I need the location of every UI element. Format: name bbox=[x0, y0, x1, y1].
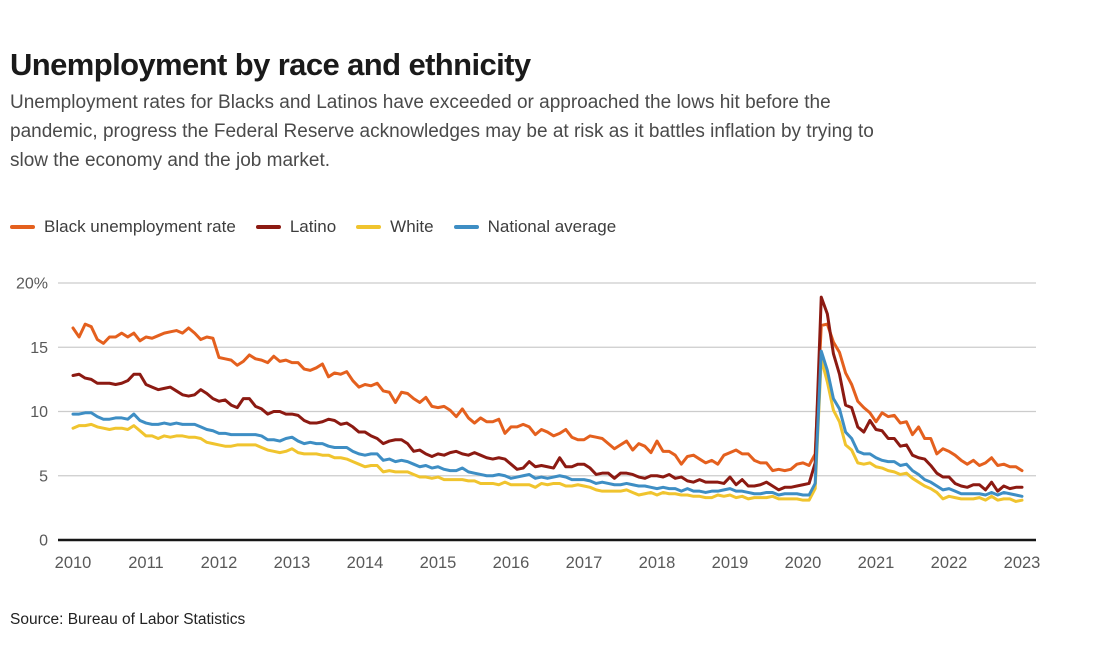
legend-item-black-unemployment-rate: Black unemployment rate bbox=[10, 217, 236, 237]
legend-label: National average bbox=[487, 217, 617, 236]
x-tick-label: 2016 bbox=[493, 554, 530, 572]
y-tick-label: 5 bbox=[39, 468, 48, 485]
legend-item-white: White bbox=[356, 217, 434, 237]
series-line-black-unemployment-rate bbox=[71, 322, 1024, 473]
x-tick-label: 2021 bbox=[858, 554, 895, 572]
series-line-latino bbox=[71, 295, 1024, 493]
subtitle-line: slow the economy and the job market. bbox=[10, 150, 331, 171]
y-tick-label: 15 bbox=[30, 340, 48, 357]
x-tick-label: 2010 bbox=[55, 554, 92, 572]
x-tick-label: 2022 bbox=[931, 554, 968, 572]
x-tick-label: 2011 bbox=[128, 554, 163, 572]
legend-swatch-icon bbox=[255, 225, 281, 229]
legend-swatch-icon bbox=[453, 225, 479, 229]
x-tick-label: 2019 bbox=[712, 554, 749, 572]
x-tick-label: 2012 bbox=[201, 554, 238, 572]
series-line-national-average bbox=[71, 349, 1024, 498]
legend-label: White bbox=[390, 217, 434, 236]
y-tick-label: 0 bbox=[39, 533, 48, 550]
chart-legend: Black unemployment rate Latino White Nat… bbox=[10, 217, 616, 237]
legend-item-latino: Latino bbox=[255, 217, 337, 237]
legend-label: Latino bbox=[289, 217, 337, 236]
x-tick-label: 2017 bbox=[566, 554, 603, 572]
y-tick-label: 20% bbox=[16, 276, 48, 293]
x-tick-label: 2020 bbox=[785, 554, 822, 572]
page-title: Unemployment by race and ethnicity bbox=[10, 46, 531, 82]
y-tick-label: 10 bbox=[30, 404, 48, 421]
legend-swatch-icon bbox=[356, 225, 382, 229]
legend-swatch-icon bbox=[10, 225, 35, 229]
x-tick-label: 2018 bbox=[639, 554, 676, 572]
series-line-white bbox=[71, 357, 1024, 503]
source-note: Source: Bureau of Labor Statistics bbox=[10, 611, 246, 628]
x-tick-label: 2023 bbox=[1004, 554, 1041, 572]
x-tick-label: 2015 bbox=[420, 554, 457, 572]
subtitle-line: pandemic, progress the Federal Reserve a… bbox=[10, 121, 874, 142]
x-tick-label: 2014 bbox=[347, 554, 384, 572]
x-tick-label: 2013 bbox=[274, 554, 311, 572]
legend-item-national-average: National average bbox=[453, 217, 617, 237]
chart-subtitle: Unemployment rates for Blacks and Latino… bbox=[10, 88, 874, 175]
legend-label: Black unemployment rate bbox=[44, 217, 236, 236]
subtitle-line: Unemployment rates for Blacks and Latino… bbox=[10, 92, 831, 113]
